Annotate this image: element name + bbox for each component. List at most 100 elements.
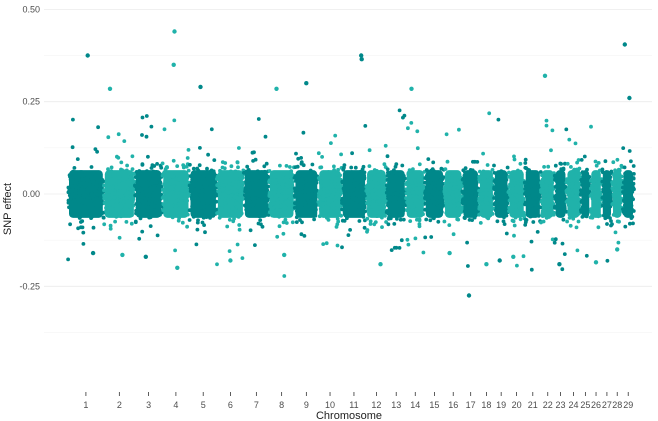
snp-point xyxy=(104,177,109,182)
snp-point xyxy=(229,164,234,169)
snp-point xyxy=(613,168,617,173)
snp-point xyxy=(79,225,83,230)
snp-point xyxy=(581,195,586,200)
snp-point xyxy=(507,209,511,214)
snp-point xyxy=(68,222,72,227)
snp-point xyxy=(257,198,261,202)
snp-point xyxy=(348,228,352,232)
x-tick-label: 16 xyxy=(448,400,458,410)
snp-point xyxy=(240,256,245,260)
snp-point xyxy=(151,196,156,201)
snp-point xyxy=(310,170,315,175)
chromosome-7-points xyxy=(242,117,271,248)
snp-point xyxy=(525,170,530,175)
snp-point xyxy=(159,184,164,189)
snp-outlier-point xyxy=(466,293,472,298)
snp-point xyxy=(605,188,610,193)
snp-point xyxy=(135,205,140,210)
snp-point xyxy=(528,179,533,183)
snp-point xyxy=(362,193,367,198)
snp-point xyxy=(376,185,381,190)
snp-point xyxy=(484,210,489,214)
snp-point xyxy=(310,162,315,167)
snp-point xyxy=(251,159,256,163)
snp-point xyxy=(604,210,609,215)
snp-point xyxy=(318,180,323,185)
snp-point xyxy=(511,186,515,191)
snp-point xyxy=(160,173,165,178)
snp-point xyxy=(432,173,437,178)
snp-point xyxy=(332,182,337,187)
snp-point xyxy=(417,202,422,207)
snp-point xyxy=(492,171,497,175)
snp-point xyxy=(200,220,205,225)
snp-point xyxy=(557,204,562,208)
snp-point xyxy=(591,208,596,213)
snp-point xyxy=(488,198,493,203)
snp-point xyxy=(385,167,390,172)
snp-point xyxy=(169,178,174,183)
snp-point xyxy=(511,204,516,209)
chromosome-14-points xyxy=(404,121,427,255)
snp-point xyxy=(444,211,449,215)
snp-point xyxy=(382,162,387,167)
snp-point xyxy=(568,223,573,228)
snp-point xyxy=(410,212,415,217)
snp-point xyxy=(582,154,587,159)
snp-point xyxy=(305,196,309,201)
snp-point xyxy=(540,187,545,192)
snp-point xyxy=(357,219,362,223)
snp-point xyxy=(629,159,633,164)
snp-point xyxy=(199,205,203,210)
snp-point xyxy=(471,183,475,188)
snp-point xyxy=(185,212,190,217)
snp-point xyxy=(455,185,460,190)
snp-outlier-point xyxy=(228,258,233,263)
snp-point xyxy=(608,216,612,220)
snp-point xyxy=(147,188,152,193)
snp-point xyxy=(481,151,485,156)
snp-point xyxy=(215,177,219,181)
snp-point xyxy=(462,215,467,220)
snp-point xyxy=(452,179,457,183)
snp-point xyxy=(406,126,410,131)
snp-point xyxy=(227,217,232,222)
snp-point xyxy=(218,168,222,173)
snp-point xyxy=(225,224,230,229)
snp-point xyxy=(479,175,483,180)
snp-point xyxy=(131,203,136,208)
snp-point xyxy=(406,242,411,247)
snp-point xyxy=(340,207,344,212)
snp-point xyxy=(524,185,529,190)
snp-outlier-point xyxy=(143,254,148,259)
snp-point xyxy=(285,210,290,215)
snp-point xyxy=(628,205,632,209)
snp-point xyxy=(321,211,326,215)
snp-point xyxy=(350,151,354,156)
snp-point xyxy=(448,184,453,188)
snp-point xyxy=(271,175,275,179)
snp-point xyxy=(355,186,360,191)
snp-point xyxy=(466,196,471,201)
snp-point xyxy=(227,182,232,186)
snp-point xyxy=(155,185,160,190)
snp-point xyxy=(617,203,622,208)
snp-point xyxy=(321,195,325,200)
snp-point xyxy=(206,152,211,157)
snp-point xyxy=(100,177,105,182)
snp-point xyxy=(120,212,125,217)
snp-point xyxy=(519,205,524,210)
snp-point xyxy=(481,191,485,196)
snp-point xyxy=(298,199,303,204)
x-tick-label: 29 xyxy=(623,400,633,410)
snp-point xyxy=(280,197,284,202)
snp-point xyxy=(485,215,489,220)
snp-point xyxy=(421,250,426,255)
snp-point xyxy=(429,235,434,239)
snp-point xyxy=(402,113,407,118)
snp-point xyxy=(293,201,297,206)
snp-point xyxy=(331,203,336,207)
snp-point xyxy=(572,178,577,183)
snp-point xyxy=(628,175,633,180)
snp-point xyxy=(104,195,108,199)
